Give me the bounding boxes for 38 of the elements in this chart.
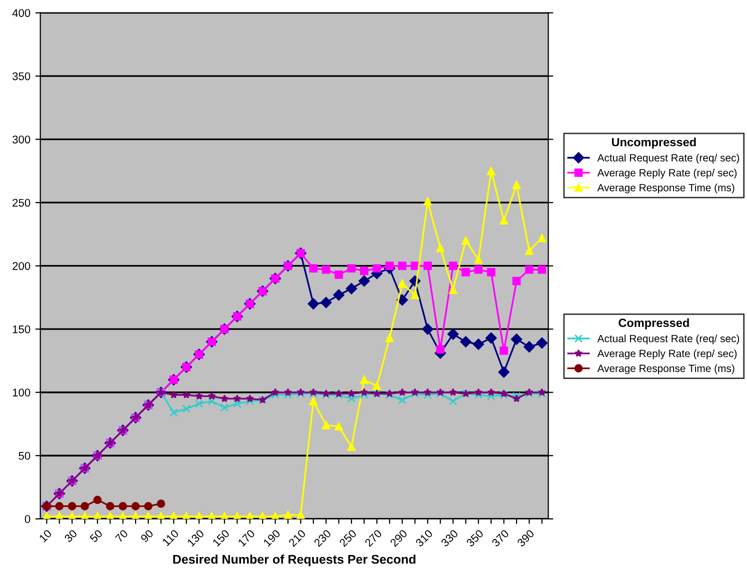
x-tick-label: 150: [212, 529, 230, 547]
y-tick-label: 200: [12, 262, 30, 270]
x-tick-label: 390: [516, 529, 535, 548]
x-tick-label: 310: [415, 529, 434, 548]
y-tick-label: 350: [12, 72, 30, 80]
x-tick-label: 350: [466, 529, 484, 548]
x-tick-label: 170: [238, 529, 256, 547]
y-tick-label: 250: [12, 198, 30, 207]
x-tick-label: 90: [140, 529, 154, 543]
x-tick-label: 330: [440, 529, 459, 548]
legend-label: Actual Request Rate (req/ sec): [597, 154, 740, 164]
legend-label: Actual Request Rate (req/ sec): [597, 334, 740, 344]
y-tick-label: 150: [12, 325, 30, 334]
y-tick-label: 300: [12, 136, 30, 144]
legend-label: Average Response Time (ms): [597, 364, 734, 374]
legend-label: Average Reply Rate (rep/ sec): [597, 349, 737, 360]
x-tick-label: 10: [38, 529, 52, 542]
x-tick-label: 70: [114, 529, 128, 543]
text: Compressed: [618, 318, 689, 330]
x-tick-label: 250: [338, 529, 357, 548]
x-tick-label: 190: [262, 529, 281, 547]
y-tick-label: 0: [24, 515, 30, 524]
x-tick-label: 230: [314, 529, 332, 548]
x-tick-label: 130: [186, 529, 205, 547]
y-tick-label: 50: [18, 452, 30, 460]
x-tick-label: 30: [64, 529, 78, 543]
legend-label: Average Reply Rate (rep/ sec): [597, 168, 737, 178]
x-tick-label: 290: [390, 529, 408, 548]
x-tick-label: 370: [491, 529, 510, 548]
legend-label: Average Response Time (ms): [597, 184, 734, 194]
x-tick-label: 110: [162, 529, 180, 546]
text: Uncompressed: [612, 138, 696, 149]
x-tick-label: 210: [288, 529, 306, 548]
x-axis-title: Desired Number of Requests Per Second: [173, 554, 416, 566]
y-tick-label: 100: [12, 388, 30, 396]
x-tick-label: 270: [364, 529, 382, 548]
x-tick-label: 50: [89, 529, 103, 543]
y-tick-label: 400: [12, 9, 30, 17]
